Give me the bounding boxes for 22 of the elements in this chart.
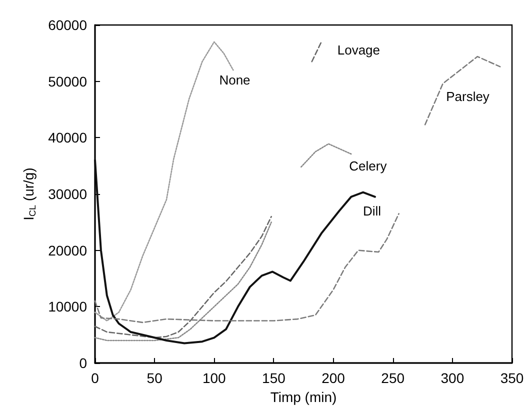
x-tick-label: 0 xyxy=(91,370,100,386)
x-tick-label: 350 xyxy=(500,370,524,386)
y-tick-label: 60000 xyxy=(48,17,88,33)
x-tick-label: 50 xyxy=(146,370,163,386)
series-label: Dill xyxy=(362,203,382,218)
y-tick-label: 50000 xyxy=(48,73,88,90)
y-axis-title: ICL (ur/g) xyxy=(20,168,38,220)
x-tick-label: 100 xyxy=(202,370,226,386)
x-tick-label: 250 xyxy=(381,370,405,386)
x-tick-label: 300 xyxy=(440,370,464,386)
x-axis-title: Timp (min) xyxy=(270,388,337,405)
x-tick-label: 200 xyxy=(322,370,346,386)
y-tick-label: 0 xyxy=(79,355,88,371)
y-tick-label: 20000 xyxy=(48,242,88,258)
series-label: None xyxy=(219,72,250,88)
series-label: Celery xyxy=(349,158,388,174)
y-tick-label: 10000 xyxy=(48,298,88,315)
series-label: Parsley xyxy=(446,89,490,104)
series-label: Lovage xyxy=(337,42,380,58)
y-tick-label: 30000 xyxy=(48,186,88,202)
x-tick-label: 150 xyxy=(262,370,286,386)
y-tick-label: 40000 xyxy=(48,130,88,146)
